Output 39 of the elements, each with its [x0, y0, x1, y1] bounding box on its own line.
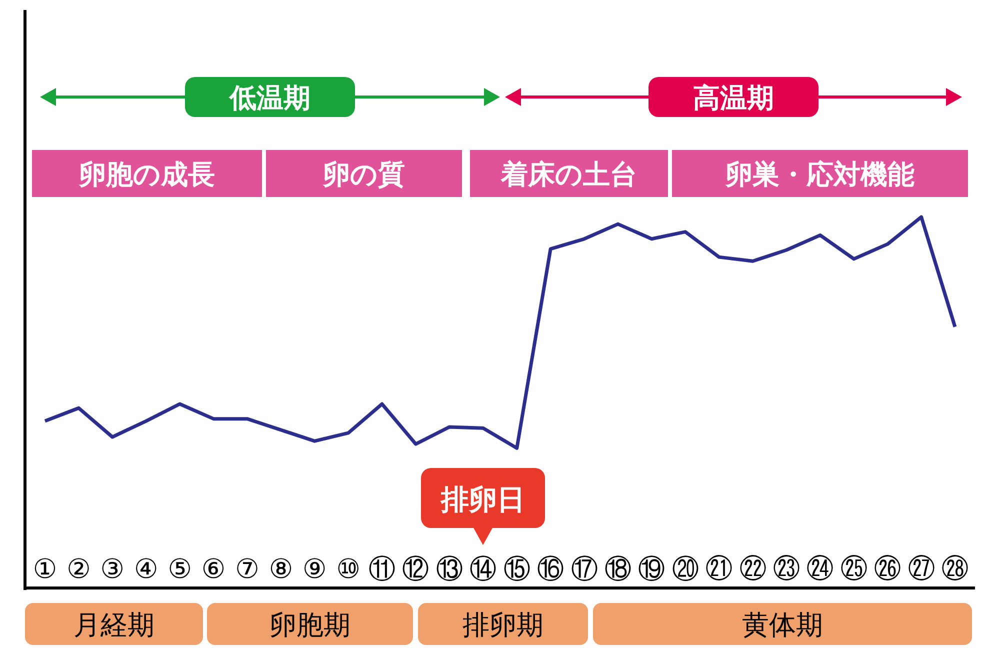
annotation: 排卵日 — [440, 483, 525, 516]
x-tick-label: ④ — [134, 554, 158, 585]
x-tick-label: ㉓ — [772, 554, 800, 585]
text: 卵の質 — [322, 160, 405, 190]
text: 卵巣・応対機能 — [724, 160, 914, 190]
text: 高温期 — [693, 83, 774, 114]
x-tick-label: ③ — [100, 554, 125, 585]
x-tick-label: ⑨ — [302, 554, 327, 585]
x-tick-label: ㉖ — [874, 554, 902, 585]
x-tick-label: ㉕ — [840, 554, 868, 585]
text: 卵胞期 — [270, 610, 350, 641]
x-tick-label: ⑭ — [470, 554, 497, 585]
x-tick-label: ⑳ — [672, 554, 699, 585]
x-tick-label: ⑩ — [336, 554, 360, 585]
x-tick-label: ② — [66, 554, 91, 585]
x-tick-label: ⑫ — [402, 554, 430, 585]
x-tick-label: ㉒ — [739, 554, 766, 585]
x-tick-label: ① — [32, 554, 58, 585]
x-tick-label: ㉘ — [942, 554, 968, 585]
x-tick-label: ⑦ — [235, 554, 260, 585]
x-tick-label: ⑲ — [638, 554, 666, 585]
text: 排卵期 — [462, 610, 544, 641]
text: 卵胞の成長 — [78, 160, 215, 190]
text: 黄体期 — [742, 610, 823, 641]
x-tick-label: ⑧ — [268, 554, 294, 585]
x-tick-label: ⑤ — [168, 554, 192, 585]
x-tick-label: ⑬ — [436, 554, 463, 585]
x-tick-label: ㉗ — [908, 554, 935, 585]
x-tick-label: ⑰ — [570, 554, 598, 585]
x-tick-label: ㉔ — [806, 554, 834, 585]
text: 低温期 — [228, 83, 310, 114]
x-tick-label: ⑯ — [537, 554, 564, 585]
x-tick-label: ⑮ — [503, 554, 530, 585]
text: 月経期 — [74, 610, 154, 641]
x-tick-label: ⑪ — [368, 554, 396, 585]
x-tick-label: ㉑ — [706, 554, 733, 585]
x-tick-label: ⑱ — [604, 554, 632, 585]
text: 着床の土台 — [500, 160, 637, 190]
x-tick-label: ⑥ — [201, 554, 226, 585]
